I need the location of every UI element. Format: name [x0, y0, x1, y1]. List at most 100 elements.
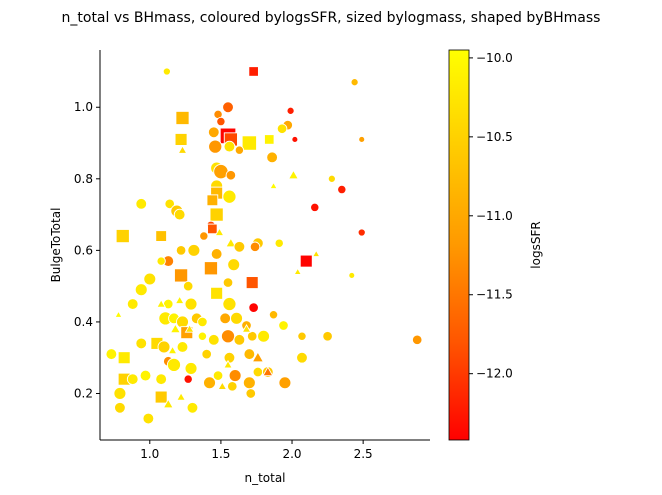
- y-tick-label: 1.0: [74, 100, 93, 114]
- scatter-point: [210, 286, 224, 300]
- scatter-point: [156, 256, 166, 266]
- scatter-point: [117, 351, 131, 365]
- scatter-point: [187, 243, 201, 257]
- scatter-point: [278, 320, 289, 331]
- scatter-point: [210, 248, 223, 260]
- scatter-point: [135, 337, 148, 350]
- scatter-point: [264, 134, 275, 145]
- scatter-point: [233, 333, 246, 346]
- scatter-point: [197, 316, 208, 328]
- scatter-point: [297, 331, 307, 341]
- scatter-point: [233, 240, 246, 253]
- scatter-point: [249, 241, 261, 253]
- scatter-point: [287, 169, 300, 180]
- scatter-point: [203, 376, 216, 390]
- x-tick-label: 2.5: [354, 447, 373, 461]
- scatter-point: [173, 208, 186, 221]
- scatter-point: [223, 140, 236, 153]
- scatter-point: [154, 390, 168, 404]
- x-tick-label: 2.0: [282, 447, 301, 461]
- scatter-point: [257, 329, 271, 343]
- scatter-point: [208, 139, 223, 154]
- scatter-point: [183, 374, 193, 384]
- y-tick-label: 0.4: [74, 315, 93, 329]
- scatter-point: [337, 184, 347, 195]
- scatter-point: [358, 135, 366, 143]
- x-axis-ticks: 1.0 1.5 2.0 2.5: [140, 440, 373, 461]
- scatter-point: [268, 310, 279, 320]
- colorbar-label: logsSFR: [529, 221, 543, 268]
- x-tick-label: 1.5: [211, 447, 230, 461]
- y-tick-label: 0.6: [74, 243, 93, 257]
- scatter-point: [322, 330, 333, 342]
- scatter-point: [227, 258, 241, 272]
- scatter-point: [126, 298, 139, 310]
- scatter-point: [222, 101, 234, 114]
- scatter-point: [219, 312, 232, 325]
- scatter-point: [291, 135, 299, 143]
- scatter-point: [223, 351, 236, 364]
- scatter-point: [350, 78, 359, 87]
- scatter-point: [225, 169, 237, 181]
- scatter-point: [207, 126, 220, 139]
- scatter-point: [135, 198, 148, 210]
- scatter-point: [114, 401, 126, 414]
- scatter-points: [105, 66, 423, 425]
- scatter-point: [276, 123, 288, 134]
- scatter-point: [174, 132, 188, 146]
- scatter-point: [223, 359, 233, 369]
- scatter-point: [246, 330, 258, 342]
- y-axis-ticks: 0.2 0.4 0.6 0.8 1.0: [74, 100, 100, 400]
- scatter-point: [177, 145, 188, 154]
- scatter-point: [222, 189, 237, 204]
- scatter-point: [155, 230, 168, 242]
- colorbar-tick-label: −11.0: [476, 209, 513, 223]
- scatter-point: [114, 310, 123, 318]
- scatter-point: [222, 296, 237, 312]
- scatter-point: [155, 373, 168, 386]
- scatter-point: [184, 297, 198, 311]
- scatter-point: [220, 329, 236, 344]
- colorbar-tick-label: −10.0: [476, 51, 513, 65]
- scatter-point: [105, 348, 118, 360]
- scatter-point: [175, 245, 187, 256]
- y-tick-label: 0.2: [74, 386, 93, 400]
- scatter-point: [225, 237, 237, 248]
- chart-title: n_total vs BHmass, coloured bylogsSFR, s…: [62, 10, 601, 26]
- scatter-point: [241, 324, 252, 333]
- scatter-point: [245, 276, 259, 290]
- scatter-point: [214, 227, 225, 237]
- scatter-point: [286, 106, 295, 115]
- scatter-point: [245, 388, 257, 399]
- scatter-point: [230, 311, 244, 325]
- scatter-point: [248, 66, 259, 77]
- scatter-point: [134, 283, 148, 297]
- scatter-point: [174, 295, 185, 305]
- scatter-point: [262, 366, 274, 377]
- scatter-point: [175, 110, 190, 126]
- scatter-point: [176, 341, 189, 353]
- scatter-point: [217, 381, 228, 390]
- scatter-point: [293, 267, 302, 275]
- scatter-point: [203, 261, 218, 276]
- scatter-point: [234, 145, 245, 155]
- scatter-point: [156, 298, 167, 308]
- scatter-point: [411, 334, 423, 346]
- scatter-point: [176, 315, 189, 329]
- scatter-point: [142, 412, 155, 425]
- scatter-point: [201, 348, 212, 360]
- scatter-point: [266, 151, 278, 164]
- x-tick-label: 1.0: [140, 447, 159, 461]
- scatter-point: [166, 357, 182, 372]
- scatter-point: [357, 228, 366, 237]
- y-axis-label: BulgeToTotal: [49, 208, 63, 283]
- colorbar: [448, 49, 470, 441]
- scatter-point: [162, 67, 171, 76]
- colorbar-tick-label: −12.0: [476, 367, 513, 381]
- scatter-point: [216, 116, 226, 127]
- scatter-point: [169, 323, 181, 334]
- scatter-point: [212, 370, 224, 381]
- scatter-point: [241, 135, 258, 151]
- scatter-point: [206, 194, 219, 207]
- scatter-point: [310, 202, 320, 213]
